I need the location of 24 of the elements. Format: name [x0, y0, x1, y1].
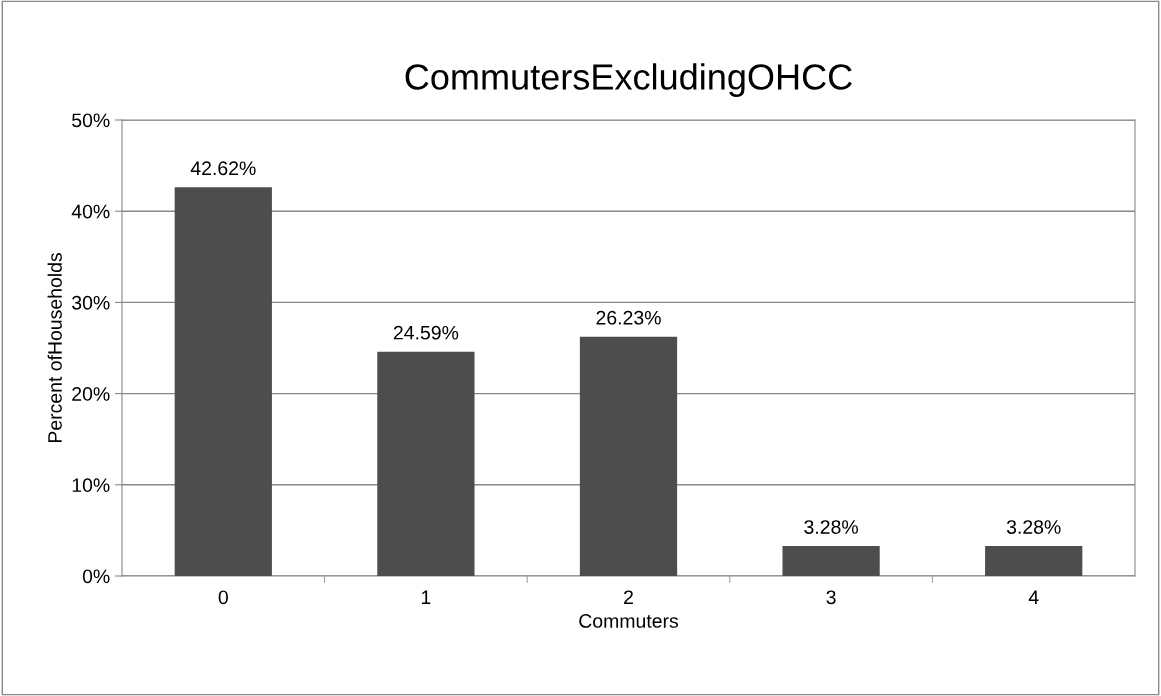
data-label: 3.28%: [804, 520, 858, 534]
bar: [377, 351, 475, 576]
data-label: 3.28%: [1006, 520, 1061, 534]
x-tick-label: 3: [826, 590, 836, 605]
y-tick-label: 20%: [72, 387, 110, 401]
bar: [579, 336, 678, 576]
x-tick-label: 1: [421, 590, 431, 604]
y-axis-title: Percent ofHouseholds: [47, 253, 62, 443]
x-tick-label: 0: [218, 590, 228, 605]
bar: [985, 546, 1083, 576]
y-tick-label: 40%: [71, 204, 110, 219]
y-tick-label: 10%: [72, 478, 110, 493]
data-label: 42.62%: [190, 161, 256, 176]
y-tick-label: 30%: [72, 295, 110, 310]
x-tick-label: 2: [624, 590, 633, 604]
chart-title: CommutersExcludingOHCC: [405, 63, 852, 97]
y-tick-label: 0%: [82, 569, 110, 584]
bar: [174, 187, 272, 576]
y-tick-label: 50%: [72, 113, 110, 128]
data-label: 26.23%: [596, 310, 661, 325]
x-tick-label: 4: [1028, 590, 1039, 604]
bar: [782, 546, 880, 576]
data-label: 24.59%: [393, 325, 459, 340]
x-axis-title: Commuters: [579, 614, 679, 628]
